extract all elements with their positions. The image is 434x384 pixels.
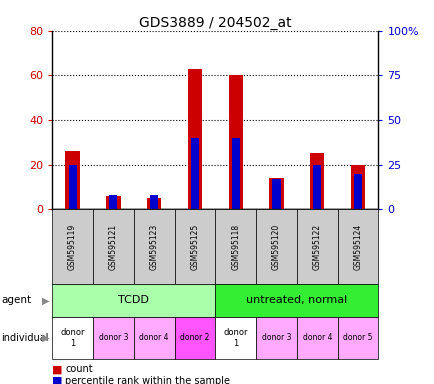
Text: ■: ■	[52, 364, 62, 374]
Text: donor 5: donor 5	[342, 333, 372, 343]
Bar	[65, 151, 79, 209]
Text: agent: agent	[1, 295, 31, 306]
Bar	[187, 69, 202, 209]
Text: GSM595123: GSM595123	[149, 223, 158, 270]
Text: ■: ■	[52, 376, 62, 384]
Text: count: count	[65, 364, 93, 374]
Text: GSM595120: GSM595120	[271, 223, 280, 270]
Bar	[69, 165, 76, 209]
Text: donor 3: donor 3	[261, 333, 291, 343]
Text: donor 3: donor 3	[99, 333, 128, 343]
Bar	[150, 195, 158, 209]
Text: TCDD: TCDD	[118, 295, 149, 306]
Bar	[228, 75, 242, 209]
Bar	[191, 138, 198, 209]
Text: donor
1: donor 1	[223, 328, 247, 348]
Title: GDS3889 / 204502_at: GDS3889 / 204502_at	[139, 16, 291, 30]
Text: donor 4: donor 4	[139, 333, 168, 343]
Text: percentile rank within the sample: percentile rank within the sample	[65, 376, 230, 384]
Bar	[109, 195, 117, 209]
Text: individual: individual	[1, 333, 49, 343]
Bar	[147, 198, 161, 209]
Bar	[350, 165, 365, 209]
Text: GSM595118: GSM595118	[231, 223, 240, 270]
Text: ▶: ▶	[42, 295, 49, 306]
Bar	[312, 165, 321, 209]
Text: ▶: ▶	[42, 333, 49, 343]
Text: GSM595125: GSM595125	[190, 223, 199, 270]
Text: GSM595121: GSM595121	[108, 223, 118, 270]
Text: donor 2: donor 2	[180, 333, 209, 343]
Text: donor 4: donor 4	[302, 333, 331, 343]
Text: GSM595124: GSM595124	[353, 223, 362, 270]
Bar	[309, 154, 324, 209]
Text: donor
1: donor 1	[60, 328, 85, 348]
Bar	[272, 179, 280, 209]
Bar	[353, 174, 361, 209]
Text: GSM595122: GSM595122	[312, 223, 321, 270]
Bar	[269, 178, 283, 209]
Text: untreated, normal: untreated, normal	[246, 295, 347, 306]
Bar	[231, 138, 239, 209]
Text: GSM595119: GSM595119	[68, 223, 77, 270]
Bar	[106, 196, 120, 209]
